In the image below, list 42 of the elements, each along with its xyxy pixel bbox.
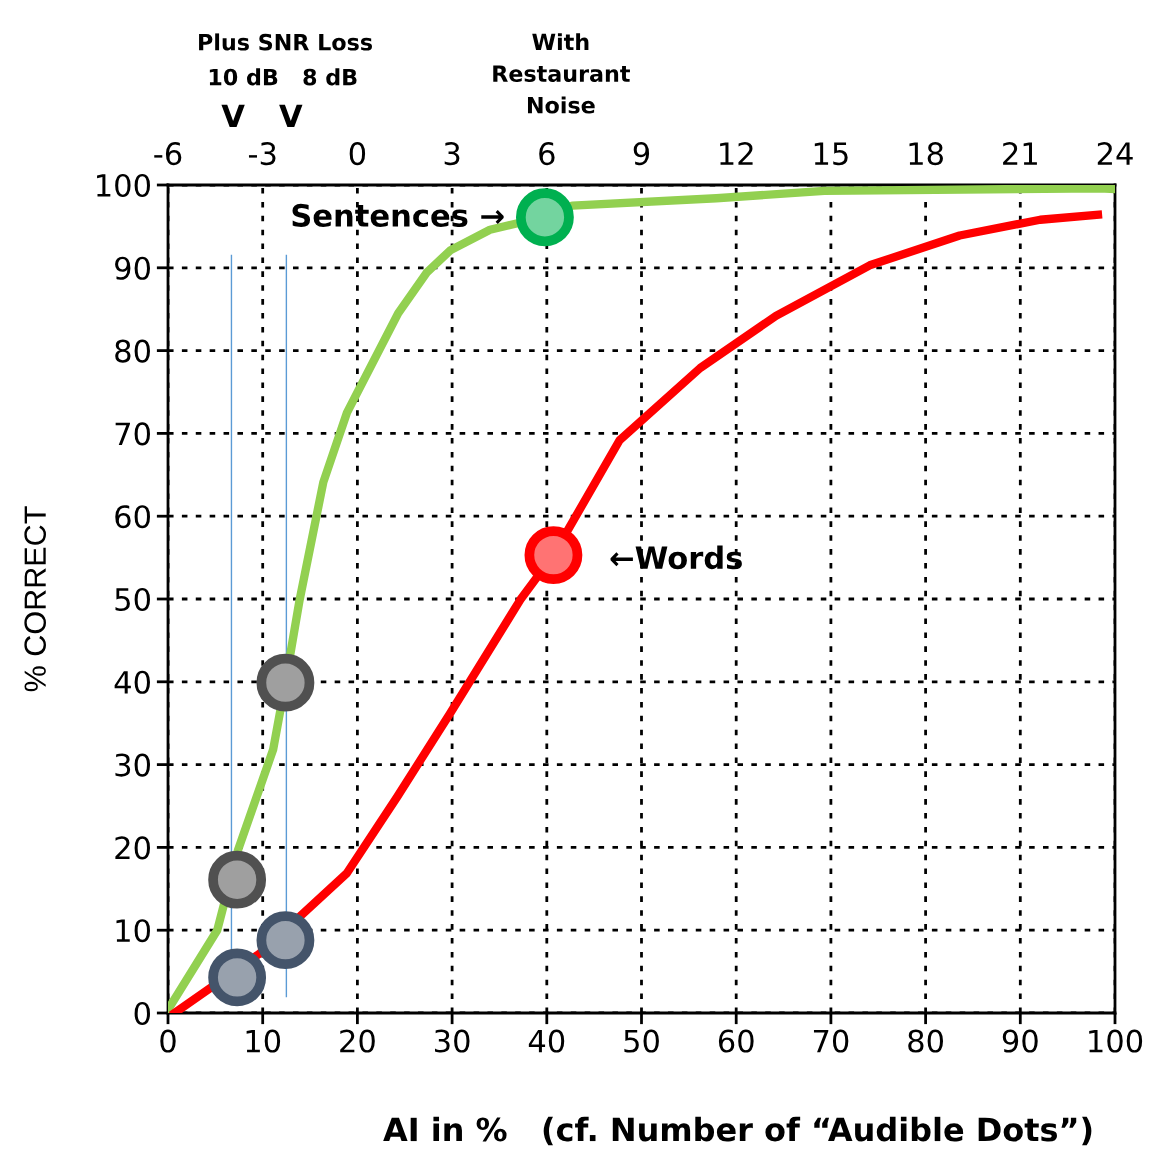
y-axis-title: % CORRECT (24, 506, 46, 692)
y-tick-label: 10 (116, 919, 150, 943)
y-tick-label: 80 (115, 339, 150, 363)
x-tick-label: 0 (160, 1029, 176, 1053)
x2-tick-label: 15 (814, 142, 848, 166)
x2-tick-label: 18 (909, 142, 943, 166)
x2-tick-label: 12 (720, 142, 753, 165)
x-tick-label: 40 (528, 1029, 565, 1053)
x2-tick-label: 3 (444, 142, 460, 166)
annotation: ←Words (610, 545, 742, 570)
y-tick-label: 40 (114, 670, 150, 694)
x-tick-label: 90 (1002, 1029, 1038, 1053)
text: Plus SNR Loss (199, 33, 372, 51)
text: V (221, 104, 245, 127)
x2-tick-label: 21 (1003, 142, 1037, 165)
x-tick-label: 60 (718, 1029, 754, 1053)
text: 10 dB 8 dB (209, 68, 357, 86)
y-tick-label: 20 (115, 836, 150, 860)
text: V (279, 104, 303, 127)
x-tick-label: 10 (246, 1029, 281, 1053)
x2-tick-label: 6 (539, 142, 555, 166)
x2-tick-label: 24 (1097, 142, 1133, 165)
text: With Restaurant Noise (493, 33, 630, 114)
y-tick-label: 0 (134, 1001, 150, 1026)
x-tick-label: 100 (1089, 1029, 1143, 1053)
y-tick-label: 90 (115, 256, 150, 280)
x2-tick-label: 0 (349, 142, 366, 166)
annotation: Sentences → (292, 203, 504, 227)
x-tick-label: 80 (908, 1029, 944, 1053)
x2-tick-label: -3 (248, 142, 276, 166)
x-tick-label: 20 (340, 1029, 375, 1053)
y-tick-label: 70 (115, 422, 150, 446)
y-tick-label: 50 (115, 587, 150, 612)
x-tick-label: 70 (813, 1029, 849, 1053)
x-tick-label: 30 (434, 1029, 470, 1053)
x2-tick-label: 9 (633, 142, 650, 166)
y-tick-label: 100 (97, 173, 150, 198)
x2-tick-label: -6 (154, 142, 182, 166)
x-tick-label: 50 (624, 1029, 659, 1053)
x-axis-title: AI in % (cf. Number of “Audible Dots”) (383, 1116, 1092, 1146)
y-tick-label: 30 (115, 753, 150, 777)
y-tick-label: 60 (115, 505, 150, 529)
